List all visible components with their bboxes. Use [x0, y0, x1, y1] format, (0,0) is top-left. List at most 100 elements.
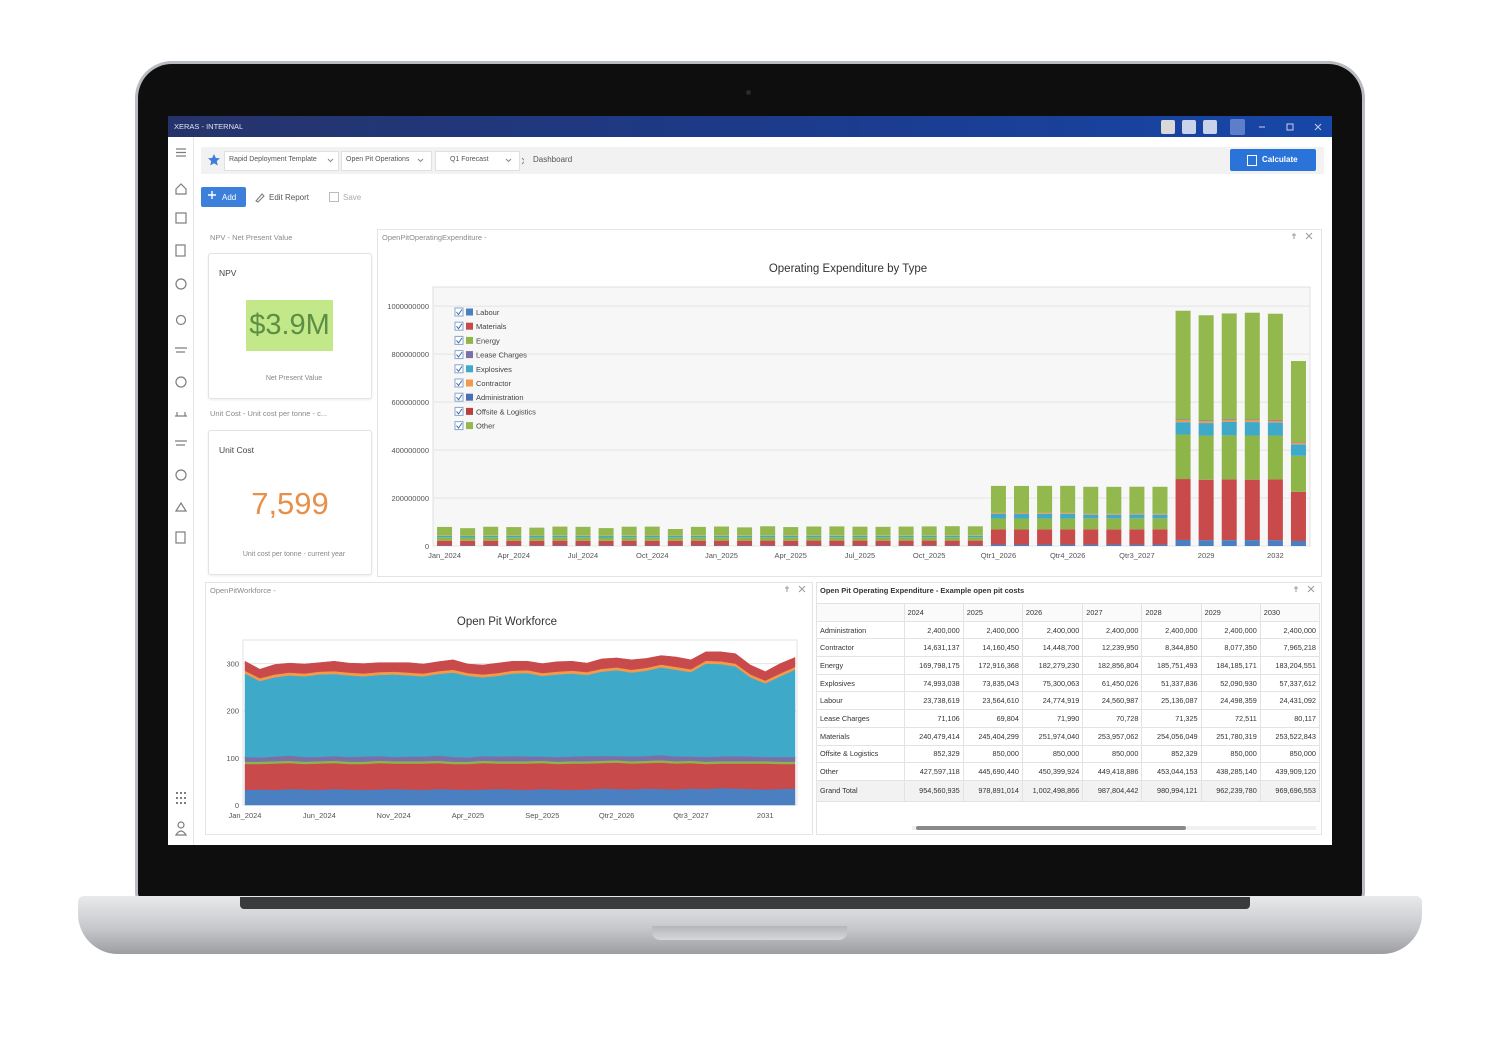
x-tick-label: Apr_2025	[452, 811, 485, 820]
config-icon[interactable]	[175, 314, 187, 326]
bar-segment	[806, 535, 822, 538]
y-tick-label: 200	[226, 707, 239, 716]
bar-segment	[598, 536, 614, 538]
bar-segment	[1106, 518, 1122, 530]
bar-segment	[437, 540, 453, 546]
bar-segment	[1152, 529, 1168, 545]
truck-icon[interactable]	[175, 347, 187, 353]
bar-segment	[829, 537, 845, 541]
bar-segment	[552, 537, 568, 541]
bar-segment	[1129, 486, 1145, 514]
bar-segment	[967, 540, 983, 546]
save-label[interactable]: Save	[343, 193, 362, 202]
restore[interactable]	[1286, 123, 1294, 131]
bar-segment	[1175, 310, 1191, 420]
chart-icon[interactable]	[174, 501, 188, 512]
legend-swatch	[466, 336, 473, 344]
area-layer	[244, 787, 796, 806]
bar-segment	[1152, 513, 1168, 515]
target-icon[interactable]	[175, 376, 187, 388]
favorite-icon[interactable]	[207, 153, 221, 167]
add-label[interactable]: Add	[222, 193, 237, 202]
people-icon[interactable]	[175, 412, 187, 417]
pin[interactable]	[785, 586, 789, 592]
edit-label[interactable]: Edit Report	[269, 193, 310, 202]
bar-segment	[760, 537, 776, 541]
bar-segment	[875, 526, 891, 536]
bar-segment	[1290, 540, 1306, 546]
sidebar-icons	[174, 148, 188, 836]
scrollbar-thumb[interactable]	[916, 826, 1186, 830]
bar-segment	[552, 540, 568, 546]
home-icon[interactable]	[175, 183, 187, 195]
close[interactable]	[1307, 585, 1315, 593]
dashboard-icon[interactable]	[175, 212, 187, 224]
x-tick-label: Apr_2025	[774, 551, 807, 560]
add-plus	[207, 190, 216, 199]
y-tick-label: 800000000	[391, 350, 429, 359]
bar-segment	[1014, 485, 1030, 513]
pin[interactable]	[1294, 586, 1298, 592]
help-icon[interactable]	[1230, 119, 1245, 135]
settings-icon[interactable]	[175, 278, 187, 290]
bar-segment	[506, 527, 522, 536]
breadcrumb-item[interactable]: Open Pit Operations	[346, 156, 410, 163]
data-table: 2024 2025 2026 2027 2028 2029 2030 Administrati…	[816, 603, 1320, 802]
apps-icon[interactable]	[176, 792, 186, 804]
legend-swatch	[466, 407, 473, 415]
bar-segment	[690, 540, 706, 546]
breadcrumb-select[interactable]	[341, 151, 432, 171]
pin[interactable]	[1292, 233, 1296, 239]
breadcrumb-select[interactable]	[224, 151, 339, 171]
bar-segment	[529, 537, 545, 541]
bar-segment	[1221, 419, 1237, 422]
legend-checkbox	[454, 364, 464, 374]
corner-cell	[816, 603, 905, 622]
bar-segment	[644, 537, 660, 541]
y-tick-label: 100	[226, 754, 239, 763]
breadcrumb-item[interactable]: Q1 Forecast	[450, 156, 489, 163]
legend-swatch	[466, 308, 473, 316]
report2-icon[interactable]	[175, 531, 186, 544]
legend-checkbox	[454, 378, 464, 388]
user-icon[interactable]	[1161, 120, 1175, 134]
bar-segment	[1198, 479, 1214, 541]
bar-segment	[737, 535, 753, 538]
bar-segment	[967, 537, 983, 541]
bar-segment	[1175, 419, 1191, 421]
bar-segment	[598, 540, 614, 546]
bar-segment	[990, 513, 1006, 519]
bar-segment	[921, 535, 937, 538]
legend-check	[456, 408, 463, 415]
bar-segment	[852, 540, 868, 546]
breadcrumb-item[interactable]: Rapid Deployment Template	[229, 156, 317, 163]
panel-title: OpenPitOperatingExpenditure -	[382, 233, 487, 242]
bar-segment	[760, 540, 776, 546]
bar-segment	[437, 526, 453, 536]
close[interactable]	[798, 585, 806, 593]
bar-segment	[1221, 435, 1237, 480]
bar-segment	[1129, 518, 1145, 530]
x-tick-label: Jul_2025	[845, 551, 875, 560]
menu-icon[interactable]	[176, 148, 186, 157]
close[interactable]	[1305, 232, 1313, 240]
profile-icon[interactable]	[174, 821, 188, 836]
x-tick-label: 2029	[1198, 551, 1215, 560]
breadcrumb-select[interactable]	[435, 151, 520, 171]
bar-segment	[852, 526, 868, 536]
legend-check	[456, 337, 463, 344]
truck2-icon[interactable]	[175, 440, 187, 446]
x-tick-label: Qtr3_2027	[1119, 551, 1154, 560]
bar-segment	[575, 537, 591, 541]
bar-segment	[506, 537, 522, 541]
calculate-label[interactable]: Calculate	[1262, 155, 1298, 164]
calc-icon[interactable]	[1182, 120, 1196, 134]
title-bar-icons	[1161, 119, 1322, 135]
report-icon[interactable]	[175, 244, 186, 257]
target2-icon[interactable]	[175, 469, 187, 481]
close[interactable]	[1314, 123, 1322, 131]
bar-segment	[713, 537, 729, 541]
wifi-icon[interactable]	[1203, 120, 1217, 134]
bar-segment	[783, 540, 799, 546]
table-row: Materials 240,479,414 245,404,299 251,974,0…	[816, 726, 1320, 746]
